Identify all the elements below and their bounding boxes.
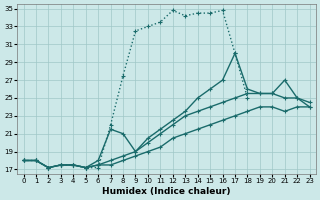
X-axis label: Humidex (Indice chaleur): Humidex (Indice chaleur) xyxy=(102,187,231,196)
